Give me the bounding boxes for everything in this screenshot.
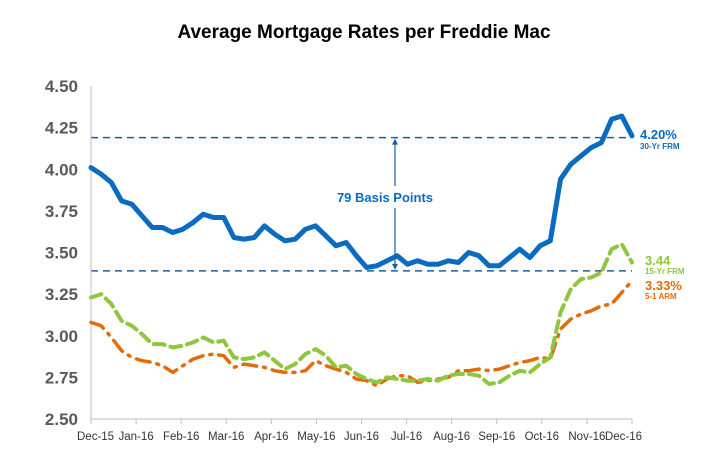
frm30-series-line <box>88 113 635 270</box>
y-tick-label: 4.00 <box>45 160 78 179</box>
x-tick-label: May-16 <box>297 431 335 443</box>
x-tick-label: Aug-16 <box>433 431 470 443</box>
basis-points-label: 79 Basis Points <box>337 190 433 205</box>
x-tick-label: Mar-16 <box>208 431 244 443</box>
chart-title: Average Mortgage Rates per Freddie Mac <box>177 22 551 43</box>
x-tick-label: Dec-15 <box>77 431 114 443</box>
frm15-name-label: 15-Yr FRM <box>645 267 685 276</box>
arm51-series-line <box>89 279 634 388</box>
x-tick-label: Apr-16 <box>254 431 289 443</box>
reference-lines <box>91 136 632 272</box>
x-tick-label: Jan-16 <box>118 431 153 443</box>
x-tick-label: Jul-16 <box>391 431 422 443</box>
x-tick-label: Feb-16 <box>163 431 199 443</box>
y-tick-label: 3.25 <box>45 285 78 304</box>
frm30-value-label: 4.20% <box>640 127 677 142</box>
x-tick-label: Oct-16 <box>525 431 560 443</box>
x-tick-label: Nov-16 <box>568 431 605 443</box>
frm30-name-label: 30-Yr FRM <box>640 142 680 151</box>
x-tick-label: Sep-16 <box>478 431 515 443</box>
arm51-name-label: 5-1 ARM <box>645 292 677 301</box>
basis-arrow-head-up <box>392 138 398 145</box>
y-tick-label: 3.75 <box>45 202 78 221</box>
x-tick-label: Jun-16 <box>344 431 379 443</box>
y-tick-label: 4.25 <box>45 119 78 138</box>
axes: 4.50 4.25 4.00 3.75 3.50 3.25 3.00 2.75 2.50 Dec-… <box>45 77 642 443</box>
annotations: 79 Basis Points 4.20% 30-Yr FRM 3.44 15-… <box>337 127 685 301</box>
basis-arrow-head-down <box>392 263 398 270</box>
y-tick-label: 2.75 <box>45 368 78 387</box>
frm15-value-label: 3.44 <box>645 253 671 268</box>
y-tick-label: 2.50 <box>45 410 78 429</box>
x-tick-label: Dec-16 <box>605 431 642 443</box>
series-lines <box>88 113 635 388</box>
y-tick-label: 4.50 <box>45 77 78 96</box>
y-tick-label: 3.50 <box>45 244 78 263</box>
frm15-series-line <box>89 242 634 386</box>
arm51-value-label: 3.33% <box>645 278 682 293</box>
y-tick-label: 3.00 <box>45 327 78 346</box>
